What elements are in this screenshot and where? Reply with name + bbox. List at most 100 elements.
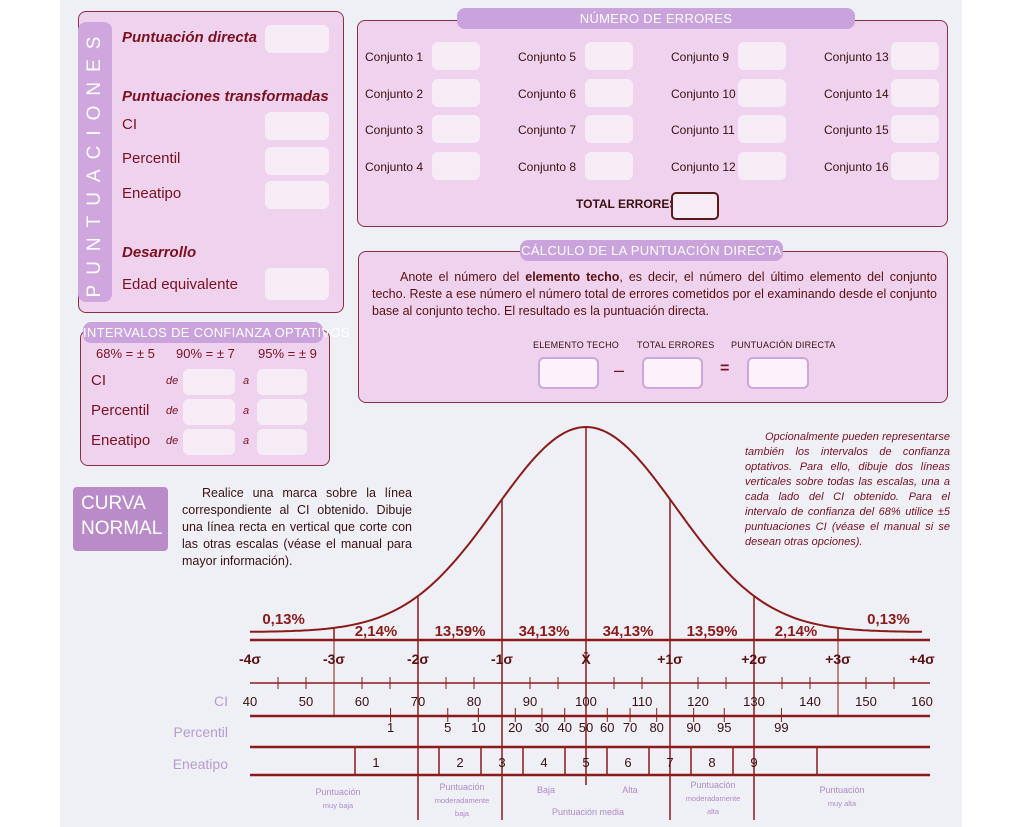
conjunto-label: Conjunto 5 bbox=[518, 50, 577, 64]
label-eneatipo: Eneatipo bbox=[122, 185, 182, 202]
sigma-label: +2σ bbox=[741, 651, 767, 667]
ci-tick-label: 50 bbox=[299, 694, 313, 709]
a-label: a bbox=[243, 375, 250, 387]
conjunto-errores-field[interactable] bbox=[891, 152, 939, 180]
minus-sign: – bbox=[614, 360, 625, 380]
percentil-tick-label: 1 bbox=[387, 720, 394, 735]
ci-field[interactable] bbox=[265, 112, 329, 140]
conjunto-label: Conjunto 14 bbox=[824, 87, 889, 101]
a-label: a bbox=[243, 435, 250, 447]
eneatipo-label: 6 bbox=[624, 755, 631, 770]
category-moderadamente-alta: Puntuación bbox=[690, 780, 735, 790]
conjunto-label: Conjunto 8 bbox=[518, 160, 577, 174]
category-media: Puntuación media bbox=[552, 807, 624, 817]
ci-tick-label: 150 bbox=[855, 694, 877, 709]
curva-instructions: Realice una marca sobre la línea corresp… bbox=[182, 486, 412, 568]
level-90: 90% = ± 7 bbox=[176, 346, 235, 361]
percentage-label: 34,13% bbox=[603, 623, 654, 640]
eneatipo-field[interactable] bbox=[265, 181, 329, 209]
eneatipo-label: 9 bbox=[750, 755, 757, 770]
percentage-label: 34,13% bbox=[519, 623, 570, 640]
conjunto-errores-field[interactable] bbox=[891, 79, 939, 107]
conjunto-errores-field[interactable] bbox=[738, 42, 786, 70]
percentage-label: 2,14% bbox=[355, 623, 398, 640]
conjunto-label: Conjunto 7 bbox=[518, 123, 577, 137]
percentil-field[interactable] bbox=[265, 147, 329, 175]
percentage-label: 0,13% bbox=[262, 611, 305, 628]
percentage-label: 0,13% bbox=[867, 611, 910, 628]
calculo-title: CÁLCULO DE LA PUNTUACIÓN DIRECTA bbox=[520, 240, 783, 261]
category-baja: Baja bbox=[537, 785, 555, 795]
ci-tick-label: 60 bbox=[355, 694, 369, 709]
sigma-label: -1σ bbox=[491, 651, 513, 667]
category-muy-alta: Puntuación bbox=[819, 785, 864, 795]
eneatipo-label: 7 bbox=[666, 755, 673, 770]
percentil-tick-label: 40 bbox=[557, 720, 571, 735]
total-errores-field[interactable] bbox=[671, 192, 719, 220]
category-moderadamente-baja: moderadamente bbox=[435, 796, 490, 805]
conjunto-errores-field[interactable] bbox=[738, 152, 786, 180]
a-label: a bbox=[243, 405, 250, 417]
conjunto-errores-field[interactable] bbox=[585, 152, 633, 180]
percentage-label: 2,14% bbox=[775, 623, 818, 640]
de-label: de bbox=[166, 375, 179, 387]
conjunto-errores-field[interactable] bbox=[432, 152, 480, 180]
label-transformadas: Puntuaciones transformadas bbox=[122, 88, 329, 105]
category-muy-baja: muy baja bbox=[323, 801, 354, 810]
conjunto-errores-field[interactable] bbox=[585, 42, 633, 70]
edad-equivalente-field[interactable] bbox=[265, 268, 329, 300]
sigma-label: +1σ bbox=[657, 651, 683, 667]
conjunto-label: Conjunto 4 bbox=[365, 160, 424, 174]
sigma-label: -4σ bbox=[239, 651, 261, 667]
percentil-scale-label: Percentil bbox=[174, 724, 228, 740]
ci-tick-label: 120 bbox=[687, 694, 709, 709]
conjunto-errores-field[interactable] bbox=[738, 79, 786, 107]
conjunto-label: Conjunto 15 bbox=[824, 123, 889, 137]
total-errores-calc-field[interactable] bbox=[642, 357, 703, 389]
conjunto-errores-field[interactable] bbox=[432, 115, 480, 143]
label-puntuacion-directa: Puntuación directa bbox=[122, 29, 258, 46]
percentil-tick-label: 50 bbox=[579, 720, 593, 735]
category-moderadamente-alta: moderadamente bbox=[686, 794, 741, 803]
conjunto-errores-field[interactable] bbox=[432, 79, 480, 107]
conjunto-errores-field[interactable] bbox=[585, 115, 633, 143]
intervalo-label: Eneatipo bbox=[91, 432, 151, 449]
intervalo-to-field[interactable] bbox=[257, 399, 307, 425]
ci-tick-label: 130 bbox=[743, 694, 765, 709]
conjunto-label: Conjunto 1 bbox=[365, 50, 424, 64]
conjunto-errores-field[interactable] bbox=[738, 115, 786, 143]
ci-tick-label: 90 bbox=[523, 694, 537, 709]
sigma-label: -3σ bbox=[323, 651, 345, 667]
category-muy-baja: Puntuación bbox=[315, 787, 360, 797]
sigma-label: +4σ bbox=[909, 651, 935, 667]
intervalo-from-field[interactable] bbox=[183, 429, 235, 455]
conjunto-label: Conjunto 10 bbox=[671, 87, 736, 101]
ci-tick-label: 40 bbox=[243, 694, 257, 709]
intervalo-from-field[interactable] bbox=[183, 399, 235, 425]
label-puntuacion-directa-calc: Puntuación directa bbox=[731, 340, 836, 350]
puntuaciones-side-label: PUNTUACIONES bbox=[78, 22, 112, 302]
puntuacion-directa-field[interactable] bbox=[265, 25, 329, 53]
conjunto-errores-field[interactable] bbox=[891, 42, 939, 70]
percentil-tick-label: 5 bbox=[444, 720, 451, 735]
conjunto-errores-field[interactable] bbox=[891, 115, 939, 143]
puntuacion-directa-calc-field[interactable] bbox=[747, 357, 809, 389]
percentil-tick-label: 30 bbox=[535, 720, 549, 735]
percentage-label: 13,59% bbox=[435, 623, 486, 640]
conjunto-errores-field[interactable] bbox=[432, 42, 480, 70]
percentil-tick-label: 90 bbox=[686, 720, 700, 735]
ci-tick-label: 110 bbox=[632, 694, 653, 709]
conjunto-errores-field[interactable] bbox=[585, 79, 633, 107]
category-alta: Alta bbox=[622, 785, 638, 795]
elemento-techo-field[interactable] bbox=[538, 357, 599, 389]
eneatipo-label: 4 bbox=[540, 755, 547, 770]
eneatipo-label: 3 bbox=[498, 755, 505, 770]
label-ci: CI bbox=[122, 116, 137, 133]
intervalo-to-field[interactable] bbox=[257, 429, 307, 455]
intervalo-from-field[interactable] bbox=[183, 369, 235, 395]
percentil-tick-label: 10 bbox=[471, 720, 485, 735]
conjunto-label: Conjunto 2 bbox=[365, 87, 424, 101]
percentil-tick-label: 20 bbox=[508, 720, 522, 735]
intervalo-to-field[interactable] bbox=[257, 369, 307, 395]
